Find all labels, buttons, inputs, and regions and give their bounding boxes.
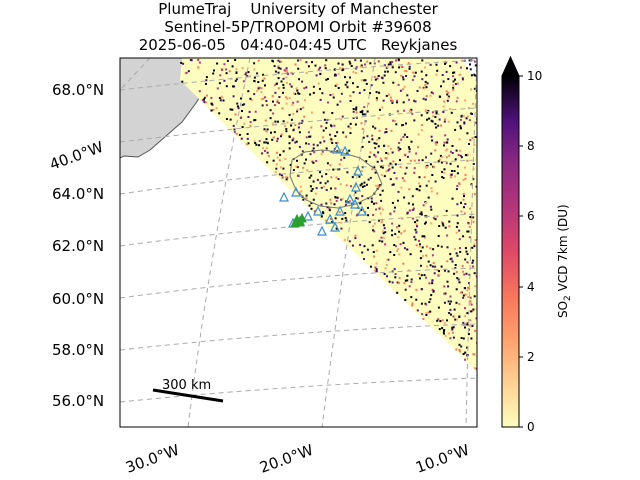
trajectory-marker bbox=[279, 191, 289, 202]
colorbar: 0 2 4 6 8 10 SO2 VCD 7km (DU) bbox=[501, 55, 573, 434]
trajectory-marker bbox=[330, 221, 340, 232]
lat-label: 56.0°N bbox=[52, 392, 104, 410]
trajectory-marker bbox=[340, 145, 350, 156]
trajectory-marker bbox=[353, 165, 363, 176]
trajectory-markers bbox=[279, 143, 367, 236]
trajectory-marker bbox=[350, 198, 360, 209]
lat-label: 64.0°N bbox=[52, 185, 104, 203]
colorbar-tick: 2 bbox=[527, 350, 535, 364]
trajectory-marker bbox=[357, 205, 367, 216]
trajectory-marker bbox=[303, 210, 313, 221]
lon-label: 20.0°W bbox=[257, 441, 316, 477]
scale-bar-line bbox=[152, 388, 224, 403]
scale-bar: 300 km bbox=[152, 378, 224, 403]
trajectory-marker bbox=[332, 143, 342, 154]
trajectory-marker bbox=[351, 181, 361, 192]
colorbar-label: SO2 VCD 7km (DU) bbox=[556, 204, 573, 318]
source-marker bbox=[297, 212, 307, 223]
lat-label: 60.0°N bbox=[52, 290, 104, 308]
colorbar-extend-arrow bbox=[502, 57, 519, 76]
lat-labels: 68.0°N 64.0°N 62.0°N 60.0°N 58.0°N 56.0°… bbox=[52, 81, 104, 410]
trajectory-marker bbox=[313, 205, 323, 216]
colorbar-gradient bbox=[502, 76, 519, 427]
colorbar-frame bbox=[501, 55, 520, 428]
lon-label: 30.0°W bbox=[123, 441, 182, 477]
lat-label: 68.0°N bbox=[52, 81, 104, 99]
map-frame bbox=[119, 57, 478, 428]
source-marker bbox=[290, 217, 300, 228]
colorbar-tick: 10 bbox=[527, 69, 542, 83]
graticule bbox=[120, 58, 477, 427]
map-title: PlumeTraj University of Manchester Senti… bbox=[0, 0, 596, 54]
title-line-2: Sentinel-5P/TROPOMI Orbit #39608 bbox=[164, 18, 432, 36]
title-line-1: PlumeTraj University of Manchester bbox=[158, 0, 438, 18]
lon-label: 10.0°W bbox=[413, 441, 472, 477]
title-line-3: 2025-06-05 04:40-04:45 UTC Reykjanes bbox=[138, 36, 458, 54]
trajectory-marker bbox=[317, 225, 327, 236]
colorbar-tick: 0 bbox=[527, 420, 535, 434]
trajectory-marker bbox=[335, 205, 345, 216]
tropomi-swath bbox=[180, 58, 477, 372]
trajectory-marker bbox=[345, 193, 355, 204]
map-panel bbox=[120, 58, 477, 427]
scale-bar-label: 300 km bbox=[162, 378, 211, 393]
lat-label: 62.0°N bbox=[52, 237, 104, 255]
trajectory-marker bbox=[325, 213, 335, 224]
lon-label: 40.0°W bbox=[47, 138, 106, 174]
colorbar-tick: 6 bbox=[527, 209, 535, 223]
lat-label: 58.0°N bbox=[52, 341, 104, 359]
colorbar-tick: 8 bbox=[527, 139, 535, 153]
colorbar-tick: 4 bbox=[527, 280, 535, 294]
trajectory-marker bbox=[291, 186, 301, 197]
